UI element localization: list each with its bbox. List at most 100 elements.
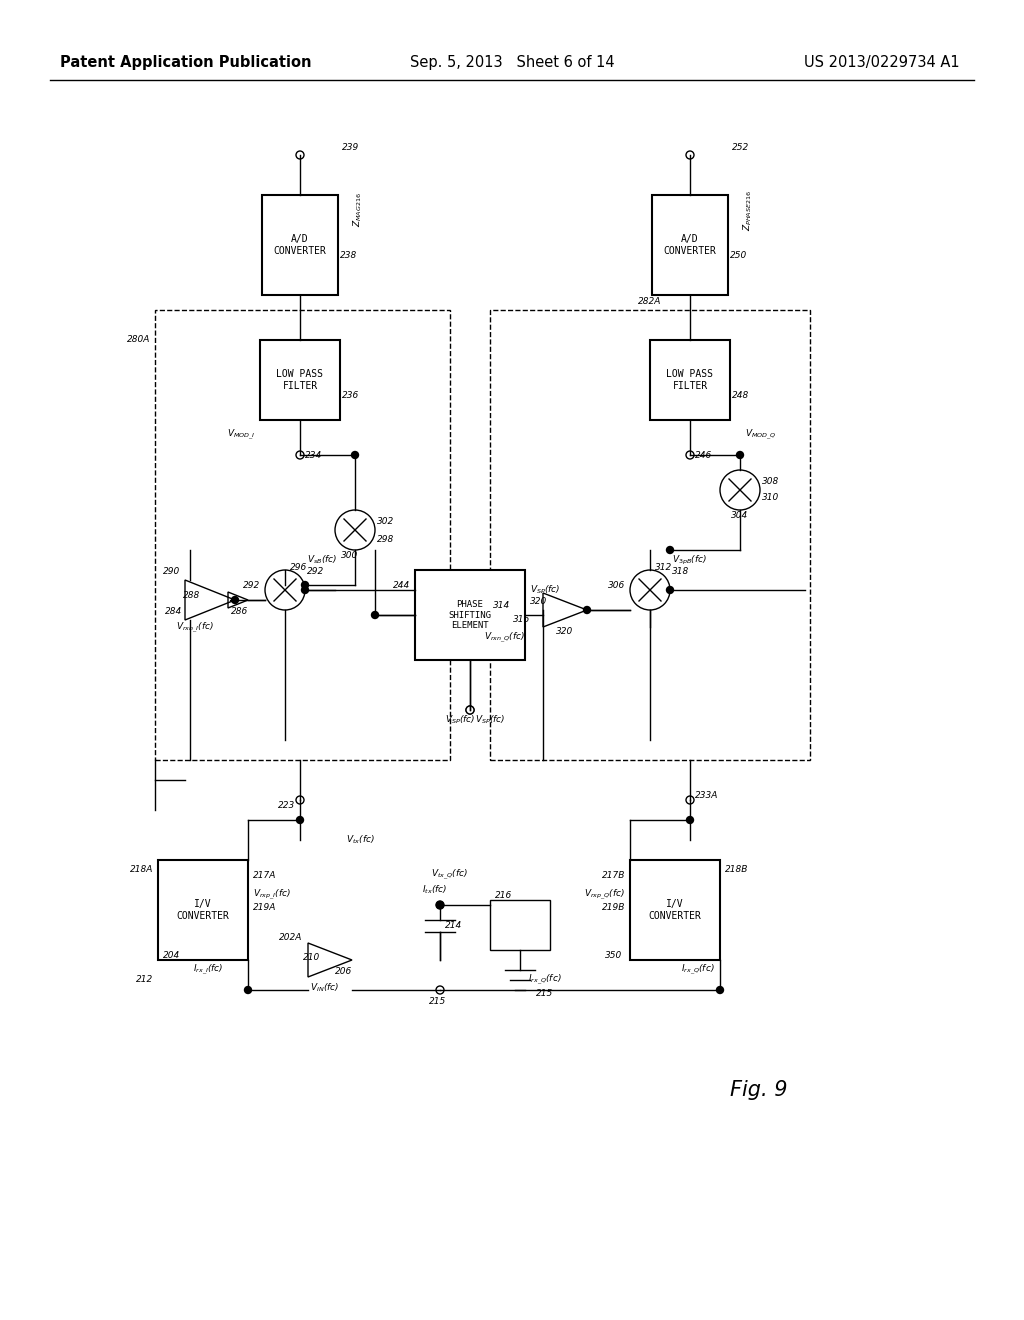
Text: V$_{MOD\_I}$: V$_{MOD\_I}$ bbox=[226, 428, 255, 442]
FancyBboxPatch shape bbox=[650, 341, 730, 420]
Text: 202A: 202A bbox=[279, 933, 302, 942]
Text: V$_{SP}$(fc): V$_{SP}$(fc) bbox=[530, 583, 560, 597]
Text: 320: 320 bbox=[530, 598, 547, 606]
Text: V$_{rxn\_I}$(fc): V$_{rxn\_I}$(fc) bbox=[176, 620, 214, 635]
Circle shape bbox=[301, 586, 308, 594]
Circle shape bbox=[686, 817, 693, 824]
Text: A/D
CONVERTER: A/D CONVERTER bbox=[273, 234, 327, 256]
Text: 210: 210 bbox=[303, 953, 319, 962]
Text: I/V
CONVERTER: I/V CONVERTER bbox=[648, 899, 701, 921]
Text: 320: 320 bbox=[556, 627, 573, 636]
Text: 218A: 218A bbox=[130, 866, 153, 874]
Text: 350: 350 bbox=[605, 950, 622, 960]
Text: V$_{rxp\_Q}$(fc): V$_{rxp\_Q}$(fc) bbox=[584, 888, 625, 903]
Circle shape bbox=[296, 451, 304, 459]
Circle shape bbox=[245, 986, 252, 994]
Text: V$_{sB}$(fc): V$_{sB}$(fc) bbox=[307, 554, 337, 566]
Text: 219B: 219B bbox=[602, 903, 625, 912]
FancyBboxPatch shape bbox=[415, 570, 525, 660]
Text: 252: 252 bbox=[732, 143, 750, 152]
Text: I/V
CONVERTER: I/V CONVERTER bbox=[176, 899, 229, 921]
Circle shape bbox=[301, 582, 308, 589]
Text: 306: 306 bbox=[608, 581, 625, 590]
Text: 312: 312 bbox=[655, 564, 672, 573]
Circle shape bbox=[686, 796, 694, 804]
Circle shape bbox=[686, 150, 694, 158]
FancyBboxPatch shape bbox=[262, 195, 338, 294]
Text: 246: 246 bbox=[695, 450, 713, 459]
Text: 244: 244 bbox=[393, 581, 410, 590]
Text: V$_{IN}$(fc): V$_{IN}$(fc) bbox=[310, 982, 340, 994]
Circle shape bbox=[372, 611, 379, 619]
Circle shape bbox=[667, 546, 674, 553]
Text: V$_{tx}$(fc): V$_{tx}$(fc) bbox=[345, 834, 375, 846]
Text: 204: 204 bbox=[163, 950, 180, 960]
Circle shape bbox=[686, 451, 694, 459]
Circle shape bbox=[466, 706, 474, 714]
Circle shape bbox=[584, 606, 591, 614]
Text: LOW PASS
FILTER: LOW PASS FILTER bbox=[667, 370, 714, 391]
Text: PHASE
SHIFTING
ELEMENT: PHASE SHIFTING ELEMENT bbox=[449, 601, 492, 630]
Text: 216: 216 bbox=[495, 891, 512, 899]
Text: 284: 284 bbox=[165, 607, 182, 616]
Text: 314: 314 bbox=[493, 601, 510, 610]
Text: 215: 215 bbox=[537, 989, 554, 998]
Text: Z$_{MAG216}$: Z$_{MAG216}$ bbox=[352, 193, 365, 227]
Text: V$_{MOD\_Q}$: V$_{MOD\_Q}$ bbox=[745, 428, 776, 442]
Text: I$_{tx}$(fc): I$_{tx}$(fc) bbox=[422, 884, 447, 896]
Circle shape bbox=[436, 902, 444, 909]
Text: 212: 212 bbox=[136, 975, 153, 985]
FancyBboxPatch shape bbox=[490, 900, 550, 950]
Text: 234: 234 bbox=[305, 450, 323, 459]
Text: 214: 214 bbox=[445, 921, 462, 931]
Text: 298: 298 bbox=[377, 536, 394, 544]
Text: Sep. 5, 2013   Sheet 6 of 14: Sep. 5, 2013 Sheet 6 of 14 bbox=[410, 55, 614, 70]
Text: 219A: 219A bbox=[253, 903, 276, 912]
Text: 296: 296 bbox=[290, 564, 307, 573]
Text: V$_{SP}$(fc): V$_{SP}$(fc) bbox=[444, 714, 475, 726]
Text: US 2013/0229734 A1: US 2013/0229734 A1 bbox=[805, 55, 961, 70]
Text: 248: 248 bbox=[732, 391, 750, 400]
Text: 308: 308 bbox=[762, 478, 779, 487]
Text: V$_{SP}$(fc): V$_{SP}$(fc) bbox=[475, 714, 506, 726]
Text: 217B: 217B bbox=[602, 870, 625, 879]
Text: I$_{rx\_Q}$(fc): I$_{rx\_Q}$(fc) bbox=[681, 962, 715, 977]
Text: Fig. 9: Fig. 9 bbox=[730, 1080, 787, 1100]
Circle shape bbox=[667, 586, 674, 594]
Text: I$_{rx\_I}$(fc): I$_{rx\_I}$(fc) bbox=[193, 962, 223, 977]
Circle shape bbox=[720, 470, 760, 510]
Text: 292: 292 bbox=[243, 581, 260, 590]
Text: V$_{rxn\_Q}$(fc): V$_{rxn\_Q}$(fc) bbox=[484, 631, 525, 645]
Text: 238: 238 bbox=[340, 251, 357, 260]
Text: 292: 292 bbox=[307, 568, 325, 577]
Text: 239: 239 bbox=[342, 143, 359, 152]
FancyBboxPatch shape bbox=[260, 341, 340, 420]
Text: LOW PASS
FILTER: LOW PASS FILTER bbox=[276, 370, 324, 391]
Circle shape bbox=[351, 451, 358, 458]
Text: 316: 316 bbox=[513, 615, 530, 624]
Circle shape bbox=[231, 597, 239, 603]
FancyBboxPatch shape bbox=[158, 861, 248, 960]
Text: V$_{rxp\_I}$(fc): V$_{rxp\_I}$(fc) bbox=[253, 888, 291, 903]
Text: 290: 290 bbox=[163, 568, 180, 577]
Text: 302: 302 bbox=[377, 517, 394, 527]
Text: I$_{rx\_Q}$(fc): I$_{rx\_Q}$(fc) bbox=[528, 973, 562, 987]
Text: V$_{tx\_Q}$(fc): V$_{tx\_Q}$(fc) bbox=[431, 867, 469, 882]
Circle shape bbox=[736, 451, 743, 458]
Circle shape bbox=[265, 570, 305, 610]
Text: 250: 250 bbox=[730, 251, 748, 260]
Circle shape bbox=[296, 150, 304, 158]
Text: 310: 310 bbox=[762, 494, 779, 503]
Text: Z$_{PHASE216}$: Z$_{PHASE216}$ bbox=[742, 190, 755, 231]
Circle shape bbox=[297, 817, 303, 824]
Text: A/D
CONVERTER: A/D CONVERTER bbox=[664, 234, 717, 256]
Text: 236: 236 bbox=[342, 391, 359, 400]
Circle shape bbox=[630, 570, 670, 610]
Text: 206: 206 bbox=[335, 968, 352, 977]
Text: 318: 318 bbox=[672, 568, 689, 577]
Text: 215: 215 bbox=[429, 998, 446, 1006]
Text: 223: 223 bbox=[278, 800, 295, 809]
Text: 217A: 217A bbox=[253, 870, 276, 879]
Text: 280A: 280A bbox=[127, 335, 150, 345]
Text: 304: 304 bbox=[731, 511, 749, 520]
